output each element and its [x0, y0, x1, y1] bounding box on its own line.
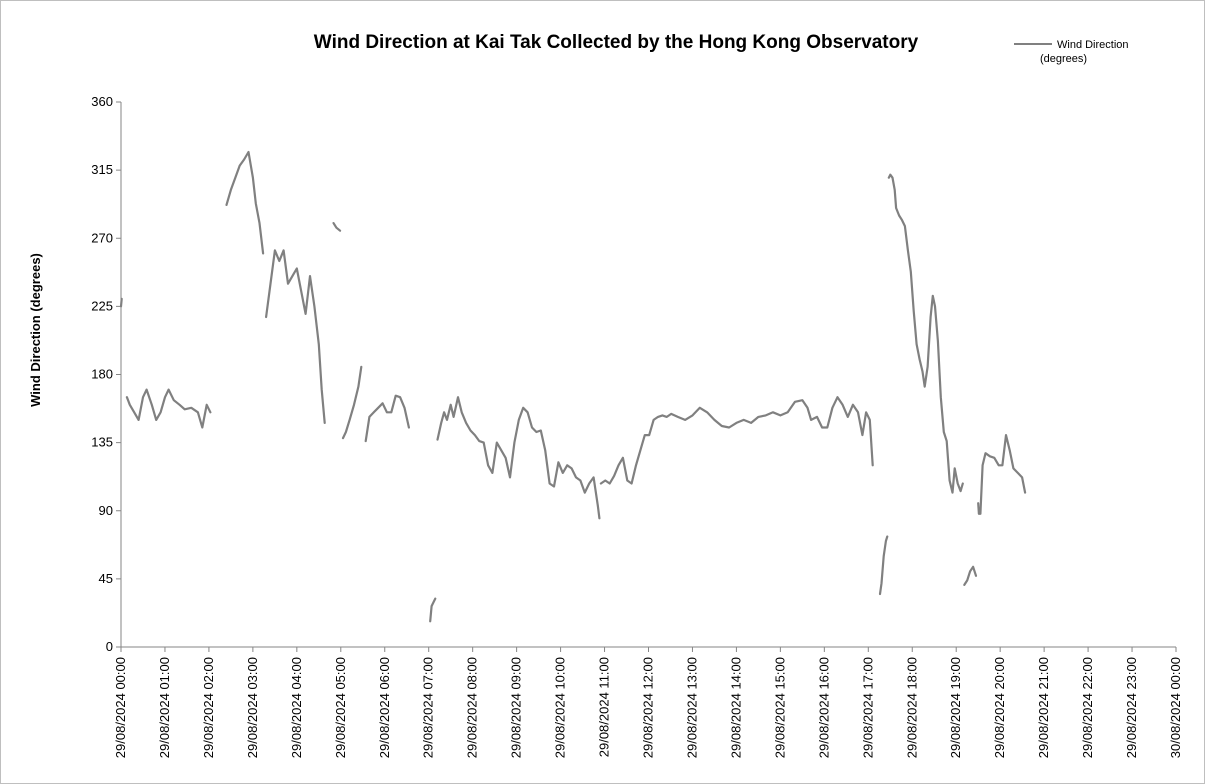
x-axis: 29/08/2024 00:00 29/08/2024 01:00 29/08/20…	[113, 646, 1183, 758]
series-line-segment	[429, 597, 437, 623]
x-tick-label: 29/08/2024 17:00	[860, 657, 875, 758]
x-tick-label: 29/08/2024 04:00	[289, 657, 304, 758]
y-tick-label: 135	[91, 435, 113, 450]
legend: Wind Direction (degrees)	[1014, 39, 1129, 65]
x-tick-label: 29/08/2024 09:00	[509, 657, 524, 758]
series-line-segment	[887, 173, 964, 494]
series-line-segment	[977, 434, 1027, 515]
y-tick-label: 45	[99, 571, 113, 586]
y-tick-label: 360	[91, 94, 113, 109]
series-line-segment	[119, 297, 123, 308]
y-tick-label: 0	[106, 639, 113, 654]
series-line-segment	[436, 396, 601, 520]
x-tick-label: 29/08/2024 06:00	[377, 657, 392, 758]
y-axis: 0 45 90 135 180 225 270 315 360	[91, 94, 122, 654]
x-tick-label: 29/08/2024 23:00	[1124, 657, 1139, 758]
series-line-segment	[963, 565, 978, 587]
y-axis-label: Wind Direction (degrees)	[28, 253, 43, 407]
x-tick-label: 29/08/2024 02:00	[201, 657, 216, 758]
y-tick-label: 90	[99, 503, 113, 518]
x-tick-label: 29/08/2024 08:00	[465, 657, 480, 758]
y-tick-label: 315	[91, 162, 113, 177]
x-tick-label: 29/08/2024 22:00	[1080, 657, 1095, 758]
x-tick-label: 29/08/2024 07:00	[421, 657, 436, 758]
series-line-segment	[878, 535, 889, 596]
x-tick-label: 29/08/2024 20:00	[992, 657, 1007, 758]
series-line-segment	[225, 150, 265, 255]
x-tick-label: 29/08/2024 11:00	[597, 657, 612, 757]
x-tick-label: 29/08/2024 13:00	[684, 657, 699, 758]
x-tick-label: 29/08/2024 12:00	[641, 657, 656, 758]
x-tick-label: 29/08/2024 01:00	[157, 657, 172, 758]
x-tick-label: 30/08/2024 00:00	[1168, 657, 1183, 758]
x-tick-label: 29/08/2024 19:00	[948, 657, 963, 758]
x-tick-label: 29/08/2024 10:00	[553, 657, 568, 758]
y-tick-label: 270	[91, 230, 113, 245]
series-wind-direction	[119, 150, 1027, 623]
legend-series-label: Wind Direction (degrees)	[1040, 39, 1129, 65]
x-tick-label: 29/08/2024 05:00	[333, 657, 348, 758]
series-line-segment	[341, 365, 363, 440]
y-tick-label: 225	[91, 298, 113, 313]
x-tick-label: 29/08/2024 21:00	[1036, 657, 1051, 758]
series-line-segment	[265, 249, 326, 424]
series-line-segment	[599, 396, 874, 485]
x-tick-label: 29/08/2024 14:00	[728, 657, 743, 758]
series-line-segment	[332, 222, 342, 232]
x-tick-label: 29/08/2024 18:00	[904, 657, 919, 758]
series-line-segment	[125, 388, 212, 429]
chart-title: Wind Direction at Kai Tak Collected by t…	[314, 32, 919, 53]
x-tick-label: 29/08/2024 00:00	[113, 657, 128, 758]
x-tick-label: 29/08/2024 15:00	[772, 657, 787, 758]
y-tick-label: 180	[91, 367, 113, 382]
x-tick-label: 29/08/2024 03:00	[245, 657, 260, 758]
series-line-segment	[364, 394, 410, 443]
x-tick-label: 29/08/2024 16:00	[816, 657, 831, 758]
